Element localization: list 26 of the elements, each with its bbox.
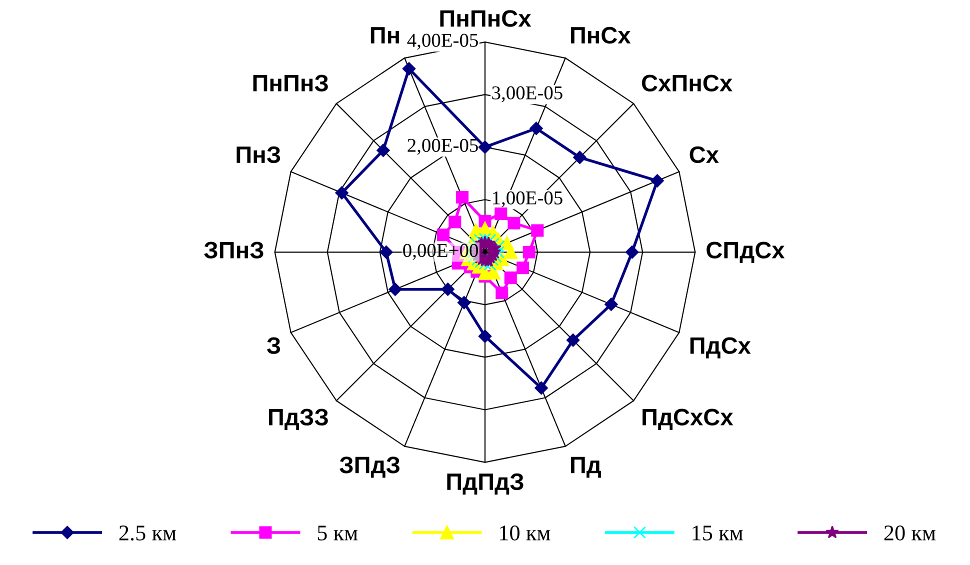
spoke-label: ПнСх <box>571 26 631 44</box>
spoke-label: ПдСхСх <box>642 408 734 430</box>
spoke-label: СхПнСх <box>642 74 732 92</box>
spoke-label: ПдПдЗ <box>447 473 524 495</box>
legend-label: 2.5 км <box>119 526 176 541</box>
y-tick-label: 3,00E-05 <box>492 86 562 102</box>
spoke-label: ПнПнЗ <box>253 74 328 92</box>
y-tick-label: 0,00E+00 <box>403 244 478 260</box>
spoke-label: ПнЗ <box>236 146 280 164</box>
spoke-label: ЗПнЗ <box>204 242 264 258</box>
spoke-label: ПдСх <box>690 337 751 358</box>
spoke-label: З <box>266 337 280 354</box>
legend-label: 10 км <box>500 525 550 540</box>
spoke-label: СПдСх <box>706 242 785 263</box>
spoke-label: ПдЗЗ <box>269 408 328 430</box>
legend-label: 15 км <box>692 526 743 540</box>
legend-label: 20 км <box>884 525 936 540</box>
spoke-label: Пн <box>370 27 399 44</box>
spoke-label: ПнПнСх <box>440 10 532 27</box>
spoke-label: ЗПдЗ <box>340 456 400 478</box>
y-tick-label: 1,00E-05 <box>493 191 562 208</box>
spoke-label: Сх <box>690 146 719 164</box>
y-tick-label: 2,00E-05 <box>408 138 478 155</box>
y-tick-label: 4,00E-05 <box>407 34 478 50</box>
spoke-label: Пд <box>571 456 601 478</box>
legend-label: 5 км <box>318 526 358 540</box>
